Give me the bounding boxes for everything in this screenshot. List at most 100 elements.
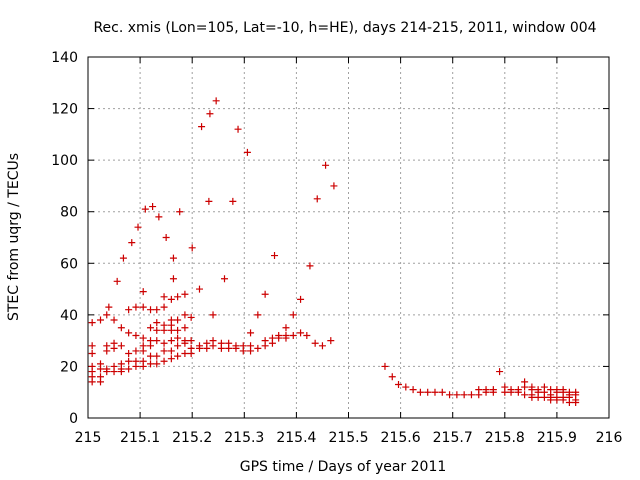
data-point [125, 365, 133, 373]
data-point [239, 342, 247, 350]
x-axis-label: GPS time / Days of year 2011 [240, 459, 447, 475]
data-point [416, 388, 424, 396]
data-point [467, 391, 475, 399]
data-point [167, 355, 175, 363]
data-point [188, 244, 196, 252]
data-point [88, 319, 96, 327]
data-point [303, 331, 311, 339]
data-point [132, 357, 140, 365]
y-tick-label: 80 [60, 205, 78, 221]
data-point [117, 324, 125, 332]
data-point [97, 316, 105, 324]
y-axis-label: STEC from uqrg / TECUs [6, 153, 22, 321]
data-point [229, 197, 237, 205]
data-point [247, 342, 255, 350]
data-point [289, 331, 297, 339]
data-point [327, 337, 335, 345]
data-point [203, 339, 211, 347]
data-point [243, 148, 251, 156]
data-point [88, 342, 96, 350]
data-point [282, 324, 290, 332]
data-point [160, 339, 168, 347]
data-point [489, 386, 497, 394]
data-point [209, 311, 217, 319]
data-point [187, 337, 195, 345]
data-point [153, 337, 161, 345]
y-tick-label: 140 [51, 50, 78, 66]
data-point [234, 125, 242, 133]
data-point [147, 324, 155, 332]
data-point [105, 303, 113, 311]
data-point [97, 373, 105, 381]
data-point [113, 277, 121, 285]
data-point [261, 290, 269, 298]
data-point [160, 347, 168, 355]
data-point [169, 275, 177, 283]
data-point [409, 386, 417, 394]
data-point [206, 110, 214, 118]
data-point [88, 362, 96, 370]
data-point [181, 337, 189, 345]
y-tick-label: 120 [51, 102, 78, 118]
data-point [318, 342, 326, 350]
data-point [132, 347, 140, 355]
data-point [174, 293, 182, 301]
data-point [297, 295, 305, 303]
x-tick-label: 215.6 [381, 430, 421, 446]
data-point [167, 295, 175, 303]
data-point [289, 311, 297, 319]
data-point [162, 234, 170, 241]
data-point [153, 352, 161, 360]
data-point [174, 316, 182, 324]
data-point [496, 368, 504, 376]
data-point [167, 316, 175, 324]
data-point [167, 347, 175, 355]
data-point [153, 326, 161, 334]
x-tick-label: 215.2 [172, 430, 212, 446]
data-point [88, 350, 96, 358]
data-point [139, 303, 147, 311]
y-tick-label: 0 [69, 411, 78, 427]
data-point [198, 123, 206, 131]
data-point [174, 334, 182, 342]
data-point [125, 350, 133, 358]
data-point [221, 275, 229, 283]
data-point [132, 331, 140, 339]
data-point [147, 360, 155, 368]
data-point [521, 391, 529, 399]
data-point [134, 223, 142, 231]
data-point [160, 303, 168, 311]
data-point [167, 337, 175, 345]
data-point [275, 331, 283, 339]
x-tick-label: 215.9 [537, 430, 577, 446]
grid-lines [88, 57, 609, 418]
y-tick-label: 20 [60, 359, 78, 375]
data-point [153, 319, 161, 327]
data-point [187, 313, 195, 321]
data-point [103, 365, 111, 373]
data-point [153, 360, 161, 368]
data-point [572, 388, 580, 396]
data-point [139, 357, 147, 365]
data-point [187, 344, 195, 352]
data-point [475, 386, 483, 394]
data-point [271, 252, 279, 260]
data-point [388, 373, 396, 381]
data-point [117, 342, 125, 350]
x-tick-label: 215 [75, 430, 102, 446]
data-point [311, 339, 319, 347]
data-point [97, 360, 105, 368]
data-point [155, 213, 163, 221]
data-point [514, 386, 522, 394]
data-point [521, 378, 529, 386]
data-point [540, 383, 548, 391]
x-tick-label: 215.4 [276, 430, 316, 446]
data-point [501, 383, 509, 391]
data-point [402, 383, 410, 391]
chart-title: Rec. xmis (Lon=105, Lat=-10, h=HE), days… [93, 20, 596, 36]
data-point [181, 324, 189, 332]
data-point [117, 360, 125, 368]
data-point [528, 383, 536, 391]
data-point [174, 326, 182, 334]
